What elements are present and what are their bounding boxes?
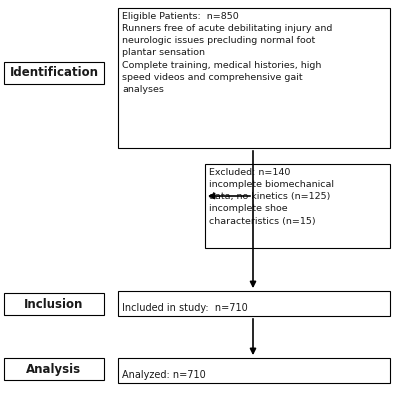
Bar xyxy=(118,8,390,148)
Bar xyxy=(118,358,390,383)
Text: Included in study:  n=710: Included in study: n=710 xyxy=(122,303,248,313)
Text: Inclusion: Inclusion xyxy=(24,298,84,310)
Text: Analysis: Analysis xyxy=(26,362,81,376)
Text: Analyzed: n=710: Analyzed: n=710 xyxy=(122,370,206,380)
Bar xyxy=(205,164,390,248)
Text: Eligible Patients:  n=850
Runners free of acute debilitating injury and
neurolog: Eligible Patients: n=850 Runners free of… xyxy=(122,12,332,94)
Text: Identification: Identification xyxy=(10,66,99,80)
Bar xyxy=(4,293,104,315)
Text: Excluded: n=140
incomplete biomechanical
data, no kinetics (n=125)
incomplete sh: Excluded: n=140 incomplete biomechanical… xyxy=(209,168,334,226)
Bar xyxy=(4,358,104,380)
Bar xyxy=(118,291,390,316)
Bar xyxy=(4,62,104,84)
